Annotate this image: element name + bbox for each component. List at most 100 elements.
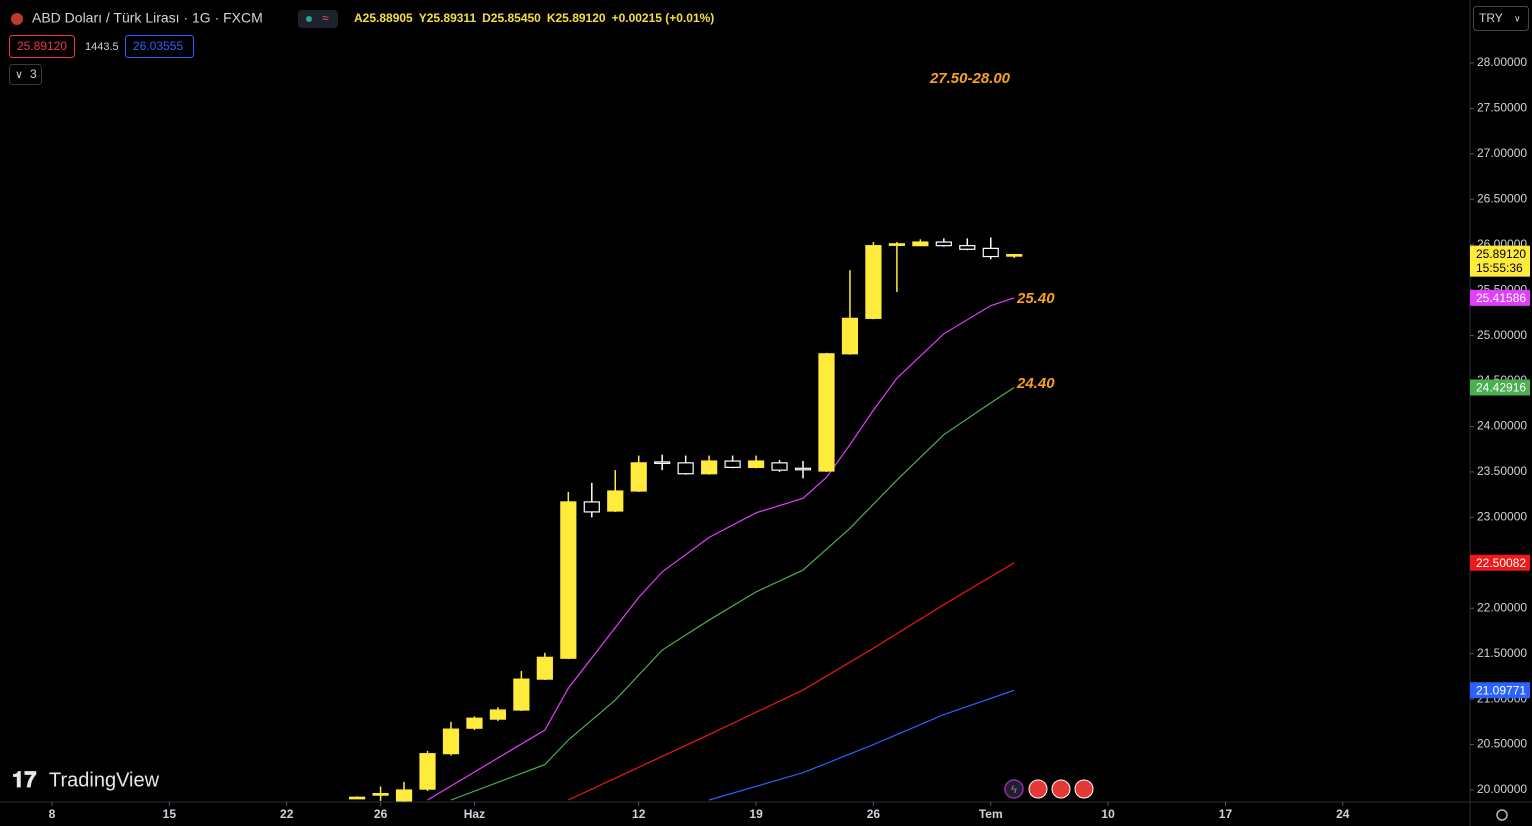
y-tick-label: 27.50000 xyxy=(1477,101,1527,115)
settings-button[interactable] xyxy=(1496,809,1508,821)
candle-body xyxy=(583,501,600,513)
sell-button[interactable] xyxy=(9,35,75,58)
candle-body xyxy=(747,460,765,468)
last-price-label: 25.89120 xyxy=(1476,247,1526,261)
indicator-line xyxy=(708,689,1015,801)
price-tag xyxy=(1470,289,1530,306)
x-tick-label: 22 xyxy=(280,807,294,821)
event-icon[interactable] xyxy=(1051,779,1071,799)
x-tick-label: 19 xyxy=(749,807,763,821)
candle-body xyxy=(701,460,718,475)
candle-body xyxy=(865,245,882,319)
annotation: 25.40 xyxy=(1016,290,1055,307)
watermark: TradingView xyxy=(49,769,160,791)
price-tag-label: 22.50082 xyxy=(1476,556,1526,570)
y-tick-label: 20.50000 xyxy=(1477,737,1527,751)
y-tick-label: 20.00000 xyxy=(1477,782,1527,796)
candle-body xyxy=(489,709,507,720)
candle-body xyxy=(349,796,366,800)
x-tick-label: 15 xyxy=(163,807,177,821)
ohlc-change: +0.00215 (+0.01%) xyxy=(612,11,715,25)
indicator-line xyxy=(568,562,1015,801)
candle-body xyxy=(724,460,741,468)
candle-body xyxy=(654,461,671,465)
currency-select[interactable] xyxy=(1473,6,1529,31)
y-tick-label: 28.00000 xyxy=(1477,55,1527,69)
indicators-toggle[interactable] xyxy=(9,64,42,85)
candle-body xyxy=(395,789,413,802)
y-tick-label: 23.50000 xyxy=(1477,464,1527,478)
candle-body xyxy=(442,728,460,755)
candle-body xyxy=(818,353,835,472)
event-icon[interactable] xyxy=(1004,779,1024,799)
annotation: 27.50-28.00 xyxy=(929,70,1011,87)
price-tag-label: 21.09771 xyxy=(1476,683,1526,697)
candle-body xyxy=(794,467,812,471)
price-tag-label: 24.42916 xyxy=(1476,381,1526,395)
candle-body xyxy=(630,462,647,492)
x-tick-label: 24 xyxy=(1336,807,1350,821)
candle-body xyxy=(536,656,553,680)
market-status xyxy=(306,16,312,22)
price-tag xyxy=(1470,682,1530,699)
x-tick-label: 26 xyxy=(867,807,881,821)
candle-body xyxy=(912,241,929,247)
candle-body xyxy=(982,247,999,258)
x-tick-label: 10 xyxy=(1101,807,1115,821)
candle-body xyxy=(771,462,788,471)
logo-mark: 𝟏𝟕 xyxy=(12,767,37,792)
candle-body xyxy=(677,462,694,475)
buy-price[interactable]: 26.03555 xyxy=(133,39,183,53)
currency[interactable]: TRY xyxy=(1479,11,1503,25)
ohlc-value: K25.89120 xyxy=(547,11,606,25)
x-tick-label: 17 xyxy=(1219,807,1233,821)
candle-body xyxy=(607,490,624,512)
candle-body xyxy=(935,241,952,247)
candle-body xyxy=(372,793,389,796)
ohlc-value: D25.85450 xyxy=(482,11,541,25)
y-tick-label: 23.00000 xyxy=(1477,510,1527,524)
x-tick-label: Tem xyxy=(979,807,1003,821)
ohlc-value: A25.88905 xyxy=(354,11,413,25)
candle-body xyxy=(560,501,577,659)
event-icon[interactable] xyxy=(1074,779,1094,799)
chevron: ∨ xyxy=(15,69,23,81)
status-badge xyxy=(298,10,338,28)
sell-price[interactable]: 25.89120 xyxy=(17,39,67,53)
event-icon[interactable] xyxy=(1028,779,1048,799)
x-tick-label: 12 xyxy=(632,807,646,821)
candle-body xyxy=(466,717,483,729)
x-tick-label: Haz xyxy=(464,807,485,821)
y-tick-label: 21.50000 xyxy=(1477,646,1527,660)
ohlc-value: Y25.89311 xyxy=(419,11,477,25)
price-tag-label: 25.41586 xyxy=(1476,291,1526,305)
symbol-icon xyxy=(11,13,23,25)
candle-body xyxy=(888,243,905,246)
y-tick-label: 24.00000 xyxy=(1477,419,1527,433)
candle-body xyxy=(513,678,530,711)
indicator-line xyxy=(450,386,1015,801)
last-price-tag xyxy=(1470,245,1530,277)
symbol-title[interactable]: ABD Doları / Türk Lirası · 1G · FXCM xyxy=(32,10,263,26)
candle-body xyxy=(841,317,859,355)
indicator-count[interactable]: 3 xyxy=(30,67,37,81)
indicator-line xyxy=(427,297,1015,801)
candle-body xyxy=(959,245,976,250)
candle-body xyxy=(419,753,436,790)
chevron: ∨ xyxy=(1514,13,1521,23)
countdown: 15:55:36 xyxy=(1476,261,1523,275)
spread: 1443.5 xyxy=(85,41,119,53)
event-glyph: ϟ xyxy=(1011,784,1017,796)
buy-button[interactable] xyxy=(125,35,194,58)
status-icon: ≈ xyxy=(322,11,329,25)
y-tick-label: 22.00000 xyxy=(1477,600,1527,614)
annotation: 24.40 xyxy=(1016,375,1055,392)
x-tick-label: 8 xyxy=(49,807,56,821)
candle-body xyxy=(1006,254,1023,257)
price-tag xyxy=(1470,379,1530,396)
price-tag xyxy=(1470,554,1530,571)
x-tick-label: 26 xyxy=(374,807,388,821)
plot-area xyxy=(349,237,1023,802)
